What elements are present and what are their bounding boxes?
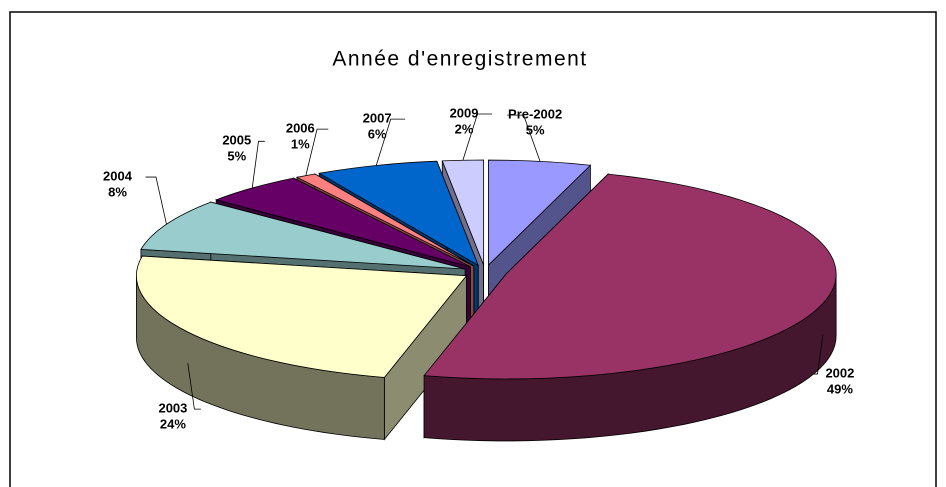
slice [441, 159, 485, 266]
leader-line [375, 118, 406, 166]
data-label-value: 5% [227, 149, 246, 164]
leader-line [187, 362, 201, 410]
leader-line [305, 128, 329, 176]
chart-title: Année d'enregistrement [332, 48, 587, 71]
slice [423, 173, 837, 380]
leader-line [811, 334, 824, 375]
data-label-name: Pre-2002 [508, 107, 562, 122]
leader-line [145, 176, 167, 225]
data-label-value: 2% [455, 121, 474, 136]
slice [488, 159, 592, 267]
data-label-name: 2005 [222, 133, 251, 148]
leader-line [507, 114, 541, 162]
data-label-value: 49% [827, 382, 853, 397]
data-label-value: 6% [368, 127, 387, 142]
data-label-name: 2006 [286, 121, 315, 136]
slice [214, 177, 471, 268]
chart-border [9, 11, 937, 487]
leader-line [251, 140, 265, 189]
data-label-name: 2002 [825, 366, 854, 381]
data-label-value: 5% [526, 123, 545, 138]
slice [295, 173, 475, 267]
slice [318, 160, 479, 267]
slice [136, 255, 468, 378]
data-label-value: 24% [160, 417, 186, 432]
data-label-value: 1% [291, 137, 310, 152]
leader-line [462, 113, 493, 161]
data-label-value: 8% [108, 184, 127, 199]
data-label-name: 2003 [158, 401, 187, 416]
data-label-name: 2009 [450, 105, 479, 120]
data-label-name: 2007 [363, 111, 392, 126]
slice [140, 201, 466, 270]
data-label-name: 2004 [103, 168, 133, 183]
